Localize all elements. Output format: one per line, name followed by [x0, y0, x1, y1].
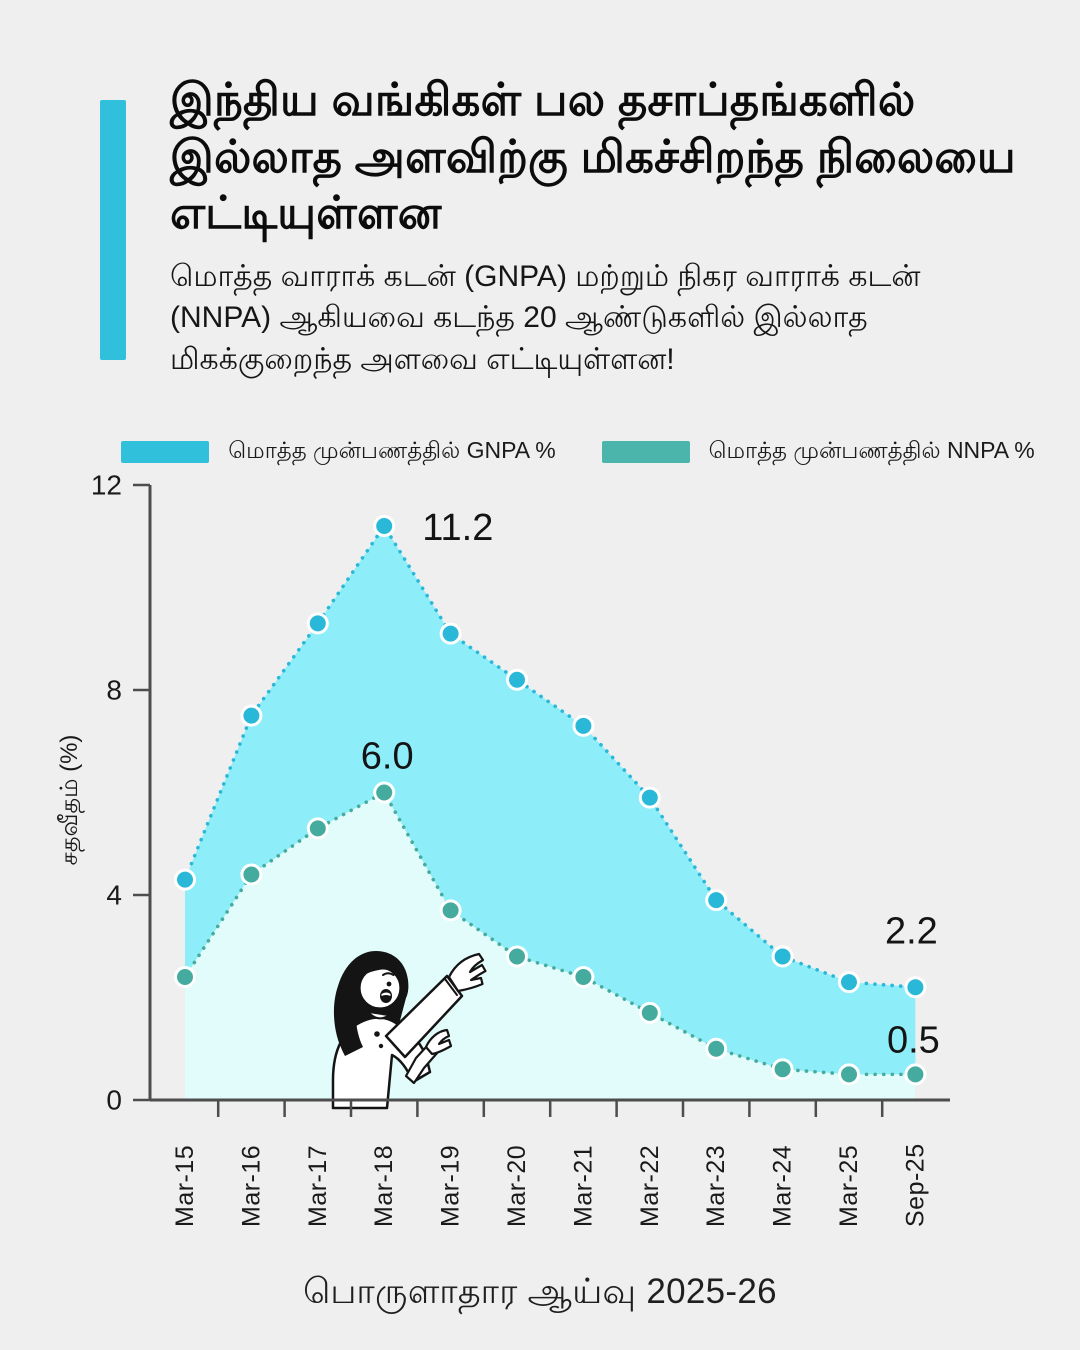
nnpa-legend-swatch [601, 441, 690, 463]
person-illustration [331, 951, 487, 1110]
page-subtitle: மொத்த வாராக் கடன் (GNPA) மற்றும் நிகர வா… [170, 260, 921, 376]
nnpa-legend-label: மொத்த முன்பணத்தில் NNPA % [708, 437, 1035, 463]
NNPA-point-Mar-25 [838, 1063, 860, 1086]
NNPA-point-Sep-25 [904, 1063, 927, 1086]
x-category-label: Mar-22 [636, 1145, 664, 1227]
person-eyebrow [382, 972, 395, 976]
GNPA-point-Mar-25 [838, 971, 860, 994]
value-labels-layer: 11.2 6.0 2.2 0.5 [361, 507, 940, 1061]
GNPA-line [183, 522, 918, 990]
person-button [374, 1031, 380, 1037]
gnpa-legend-label: மொத்த முன்பணத்தில் GNPA % [228, 437, 556, 463]
title-accent-bar [100, 100, 126, 360]
x-category-label: Mar-18 [370, 1145, 398, 1227]
value-annotation-NNPA: 0.5 [887, 1019, 940, 1061]
x-axis-labels-layer: Mar-15 Mar-16 Mar-17 Mar-18 Mar-19 Mar-20 Mar-… [171, 1143, 929, 1227]
NNPA-point-Mar-22 [638, 1001, 661, 1024]
GNPA-point-Mar-18 [373, 515, 396, 537]
x-category-label: Mar-23 [702, 1145, 730, 1227]
legend-item-gnpa: மொத்த முன்பணத்தில் GNPA % [121, 437, 556, 467]
source-note: பொருளாதார ஆய்வு 2025-26 [303, 1272, 777, 1311]
NNPA-point-Mar-16 [240, 863, 263, 886]
NNPA-point-Mar-15 [174, 966, 196, 988]
x-category-label: Mar-24 [769, 1145, 797, 1227]
NNPA-point-Mar-23 [705, 1037, 728, 1060]
area-fills-layer [185, 526, 916, 1100]
x-category-label: Mar-20 [503, 1145, 531, 1227]
GNPA-point-Mar-15 [174, 868, 196, 891]
value-annotation-GNPA: 11.2 [422, 507, 493, 549]
value-annotation-GNPA: 2.2 [885, 910, 938, 952]
person-fringe [357, 958, 402, 984]
person-eye [386, 981, 392, 987]
person-arm [384, 974, 464, 1059]
y-axis-title: சதவீதம் (%) [56, 735, 85, 866]
NNPA-point-Mar-24 [771, 1058, 794, 1081]
chart-legend: மொத்த முன்பணத்தில் GNPA % மொத்த முன்பணத்… [38, 430, 1080, 474]
x-category-label: Mar-21 [569, 1145, 597, 1227]
person-cuff [444, 978, 458, 996]
GNPA-point-Mar-17 [306, 612, 329, 635]
NNPA-point-Mar-20 [506, 945, 528, 968]
GNPA-point-Mar-22 [638, 786, 661, 809]
x-category-label: Mar-19 [437, 1145, 465, 1227]
axes-layer: 0 4 8 12 சதவீதம் (%) [56, 470, 950, 1117]
value-annotation-NNPA: 6.0 [361, 736, 414, 778]
person-mouth [380, 989, 392, 1003]
x-category-label: Mar-17 [304, 1145, 332, 1227]
NNPA-line [183, 790, 918, 1077]
person-button [378, 1043, 384, 1049]
NNPA-point-Mar-21 [572, 966, 595, 988]
dotted-lines-layer [183, 522, 918, 1077]
y-tick-label: 0 [106, 1085, 122, 1116]
y-tick-label: 8 [106, 675, 122, 706]
page-title: இந்திய வங்கிகள் பல தசாப்தங்களில் இல்லாத … [170, 74, 1016, 239]
GNPA-point-Mar-21 [572, 714, 595, 737]
GNPA-point-Mar-23 [705, 889, 728, 912]
data-point-markers-layer [174, 515, 927, 1086]
person-teeth [381, 992, 391, 996]
person-hand-left [424, 1028, 453, 1056]
person-hair-strand [335, 990, 363, 1056]
NNPA-point-Mar-18 [373, 781, 396, 804]
person-hand-right [447, 952, 487, 993]
y-tick-label: 12 [91, 470, 122, 501]
person-collar [368, 1012, 389, 1020]
GNPA-point-Mar-20 [506, 668, 528, 691]
GNPA-point-Mar-19 [439, 622, 462, 645]
x-category-label: Mar-25 [835, 1145, 863, 1227]
GNPA-point-Sep-25 [904, 976, 927, 999]
y-tick-label: 4 [106, 880, 122, 911]
gnpa-legend-swatch [121, 441, 210, 463]
NNPA-point-Mar-19 [439, 899, 462, 922]
GNPA-point-Mar-24 [771, 945, 794, 968]
chart-area: 0 4 8 12 சதவீதம் (%) Mar-15 Mar-16 Mar-17 Mar-1… [0, 455, 1080, 1255]
NNPA-point-Mar-17 [306, 817, 329, 840]
x-category-label: Mar-16 [237, 1145, 265, 1227]
x-category-label: Mar-15 [171, 1145, 199, 1227]
x-category-label: Sep-25 [901, 1143, 929, 1227]
legend-item-nnpa: மொத்த முன்பணத்தில் NNPA % [601, 437, 1035, 467]
header: இந்திய வங்கிகள் பல தசாப்தங்களில் இல்லாத … [170, 72, 1035, 380]
GNPA-point-Mar-16 [240, 704, 263, 727]
